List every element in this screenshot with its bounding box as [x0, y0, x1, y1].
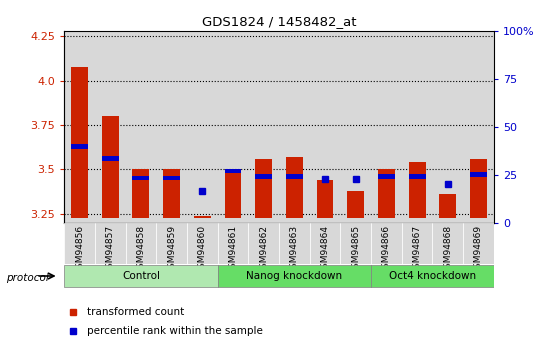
Bar [95, 31, 126, 223]
Bar [64, 31, 95, 223]
Bar [371, 31, 402, 223]
FancyBboxPatch shape [126, 223, 156, 264]
Bar [248, 31, 279, 223]
Bar [378, 169, 395, 218]
Bar [194, 216, 211, 218]
Text: GSM94861: GSM94861 [228, 225, 238, 274]
Text: GSM94867: GSM94867 [412, 225, 422, 274]
Bar [187, 31, 218, 223]
Text: Nanog knockdown: Nanog knockdown [246, 270, 343, 280]
Text: protocol: protocol [6, 273, 49, 283]
Text: transformed count: transformed count [87, 307, 185, 317]
FancyBboxPatch shape [218, 265, 371, 287]
FancyBboxPatch shape [95, 223, 126, 264]
Text: GSM94866: GSM94866 [382, 225, 391, 274]
Bar [126, 31, 156, 223]
Text: GSM94863: GSM94863 [290, 225, 299, 274]
Text: GSM94860: GSM94860 [198, 225, 207, 274]
Text: Oct4 knockdown: Oct4 knockdown [389, 270, 476, 280]
Bar [286, 157, 303, 218]
Bar [286, 174, 303, 179]
Bar [163, 169, 180, 218]
Bar [71, 144, 88, 148]
Text: GSM94859: GSM94859 [167, 225, 176, 274]
Bar [132, 176, 150, 180]
FancyBboxPatch shape [187, 223, 218, 264]
Bar [224, 169, 242, 173]
Bar [102, 157, 119, 161]
Bar [279, 31, 310, 223]
Text: percentile rank within the sample: percentile rank within the sample [87, 326, 263, 336]
Bar [470, 159, 487, 218]
FancyBboxPatch shape [64, 265, 218, 287]
FancyBboxPatch shape [371, 265, 494, 287]
Bar [402, 31, 432, 223]
Bar [255, 174, 272, 179]
FancyBboxPatch shape [340, 223, 371, 264]
Bar [255, 159, 272, 218]
Bar [163, 176, 180, 180]
Bar [347, 191, 364, 218]
Bar [132, 169, 150, 218]
FancyBboxPatch shape [218, 223, 248, 264]
Title: GDS1824 / 1458482_at: GDS1824 / 1458482_at [202, 16, 356, 29]
Text: GSM94868: GSM94868 [443, 225, 453, 274]
Bar [316, 180, 334, 218]
FancyBboxPatch shape [432, 223, 463, 264]
Bar [470, 172, 487, 177]
Bar [408, 174, 426, 179]
Text: GSM94869: GSM94869 [474, 225, 483, 274]
FancyBboxPatch shape [156, 223, 187, 264]
Bar [408, 162, 426, 218]
FancyBboxPatch shape [248, 223, 279, 264]
Bar [310, 31, 340, 223]
FancyBboxPatch shape [463, 223, 494, 264]
Bar [218, 31, 248, 223]
Bar [439, 194, 456, 218]
Bar [463, 31, 494, 223]
Text: GSM94858: GSM94858 [136, 225, 146, 274]
Text: GSM94856: GSM94856 [75, 225, 84, 274]
Bar [432, 31, 463, 223]
Text: GSM94857: GSM94857 [105, 225, 115, 274]
Text: Control: Control [122, 270, 160, 280]
FancyBboxPatch shape [64, 223, 95, 264]
FancyBboxPatch shape [310, 223, 340, 264]
Bar [378, 174, 395, 179]
Bar [340, 31, 371, 223]
Bar [71, 67, 88, 218]
Text: GSM94865: GSM94865 [351, 225, 360, 274]
FancyBboxPatch shape [402, 223, 432, 264]
Text: GSM94864: GSM94864 [320, 225, 330, 274]
FancyBboxPatch shape [371, 223, 402, 264]
Bar [224, 171, 242, 218]
Text: GSM94862: GSM94862 [259, 225, 268, 274]
FancyBboxPatch shape [279, 223, 310, 264]
Bar [156, 31, 187, 223]
Bar [102, 116, 119, 218]
